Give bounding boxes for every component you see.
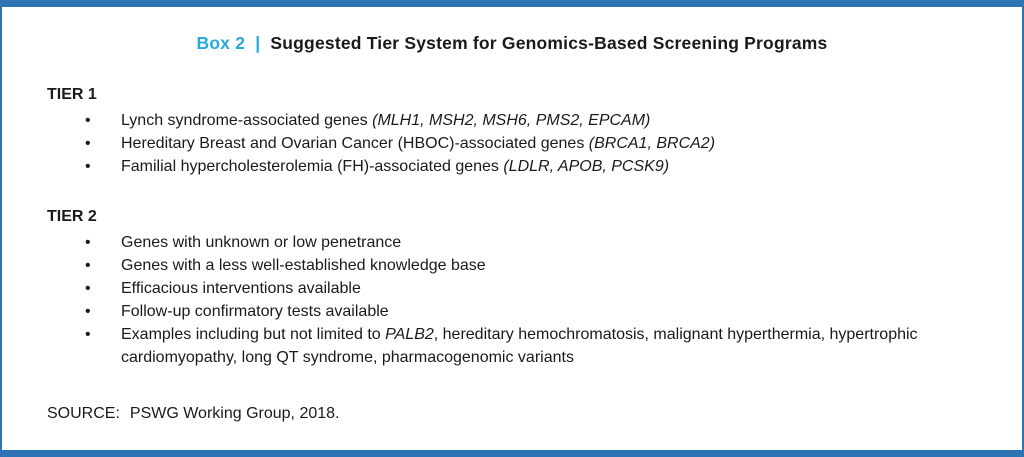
bullet-icon: •: [85, 257, 91, 274]
list-item: • Efficacious interventions available: [47, 277, 977, 300]
box-title-text: Suggested Tier System for Genomics-Based…: [270, 33, 828, 53]
source-label: SOURCE:: [47, 405, 120, 422]
list-item: • Follow-up confirmatory tests available: [47, 300, 977, 323]
list-item-text: Familial hypercholesterolemia (FH)-assoc…: [121, 155, 956, 178]
title-separator: |: [255, 33, 261, 53]
list-item-text: Genes with a less well-established knowl…: [121, 254, 956, 277]
box-number-label: Box 2: [196, 33, 246, 53]
source-line: SOURCE: PSWG Working Group, 2018.: [47, 405, 977, 423]
list-item: • Hereditary Breast and Ovarian Cancer (…: [47, 132, 977, 155]
item-gene-list: (LDLR, APOB, PCSK9): [503, 158, 670, 175]
item-text-segment: Follow-up confirmatory tests available: [121, 303, 389, 320]
list-item-text: Examples including but not limited to PA…: [121, 323, 956, 369]
item-text-segment: Genes with a less well-established knowl…: [121, 257, 486, 274]
bullet-icon: •: [85, 303, 91, 320]
bullet-icon: •: [85, 112, 91, 129]
item-text-segment: Efficacious interventions available: [121, 280, 361, 297]
tier-2-heading: TIER 2: [47, 208, 97, 225]
list-item-text: Efficacious interventions available: [121, 277, 956, 300]
list-item: • Genes with a less well-established kno…: [47, 254, 977, 277]
tier-1-list: • Lynch syndrome-associated genes (MLH1,…: [47, 109, 977, 178]
list-item-text: Follow-up confirmatory tests available: [121, 300, 956, 323]
bullet-icon: •: [85, 135, 91, 152]
list-item: • Genes with unknown or low penetrance: [47, 231, 977, 254]
item-gene-list: (MLH1, MSH2, MSH6, PMS2, EPCAM): [372, 112, 651, 129]
item-text-segment: Genes with unknown or low penetrance: [121, 234, 402, 251]
list-item: • Examples including but not limited to …: [47, 323, 977, 369]
item-text-segment: Familial hypercholesterolemia (FH)-assoc…: [121, 158, 504, 175]
item-gene-list: (BRCA1, BRCA2): [588, 135, 716, 152]
tier-1-heading: TIER 1: [47, 86, 97, 103]
box-content: TIER 1 • Lynch syndrome-associated genes…: [2, 86, 1022, 423]
item-text-segment: Examples including but not limited to: [121, 326, 386, 343]
list-item: • Lynch syndrome-associated genes (MLH1,…: [47, 109, 977, 132]
bullet-icon: •: [85, 234, 91, 251]
bullet-icon: •: [85, 158, 91, 175]
source-text: PSWG Working Group, 2018.: [129, 405, 340, 422]
item-text-segment: , hereditary hemochromatosis, malignant …: [121, 326, 918, 366]
list-item-text: Lynch syndrome-associated genes (MLH1, M…: [121, 109, 956, 132]
box-title: Box 2 | Suggested Tier System for Genomi…: [2, 33, 1022, 54]
bullet-icon: •: [85, 326, 91, 343]
tier-2-list: • Genes with unknown or low penetrance •…: [47, 231, 977, 369]
list-item-text: Hereditary Breast and Ovarian Cancer (HB…: [121, 132, 956, 155]
item-text-segment: Lynch syndrome-associated genes: [121, 112, 373, 129]
list-item-text: Genes with unknown or low penetrance: [121, 231, 956, 254]
list-item: • Familial hypercholesterolemia (FH)-ass…: [47, 155, 977, 178]
item-text-segment: Hereditary Breast and Ovarian Cancer (HB…: [121, 135, 589, 152]
bullet-icon: •: [85, 280, 91, 297]
item-gene-name: PALB2: [385, 326, 434, 343]
